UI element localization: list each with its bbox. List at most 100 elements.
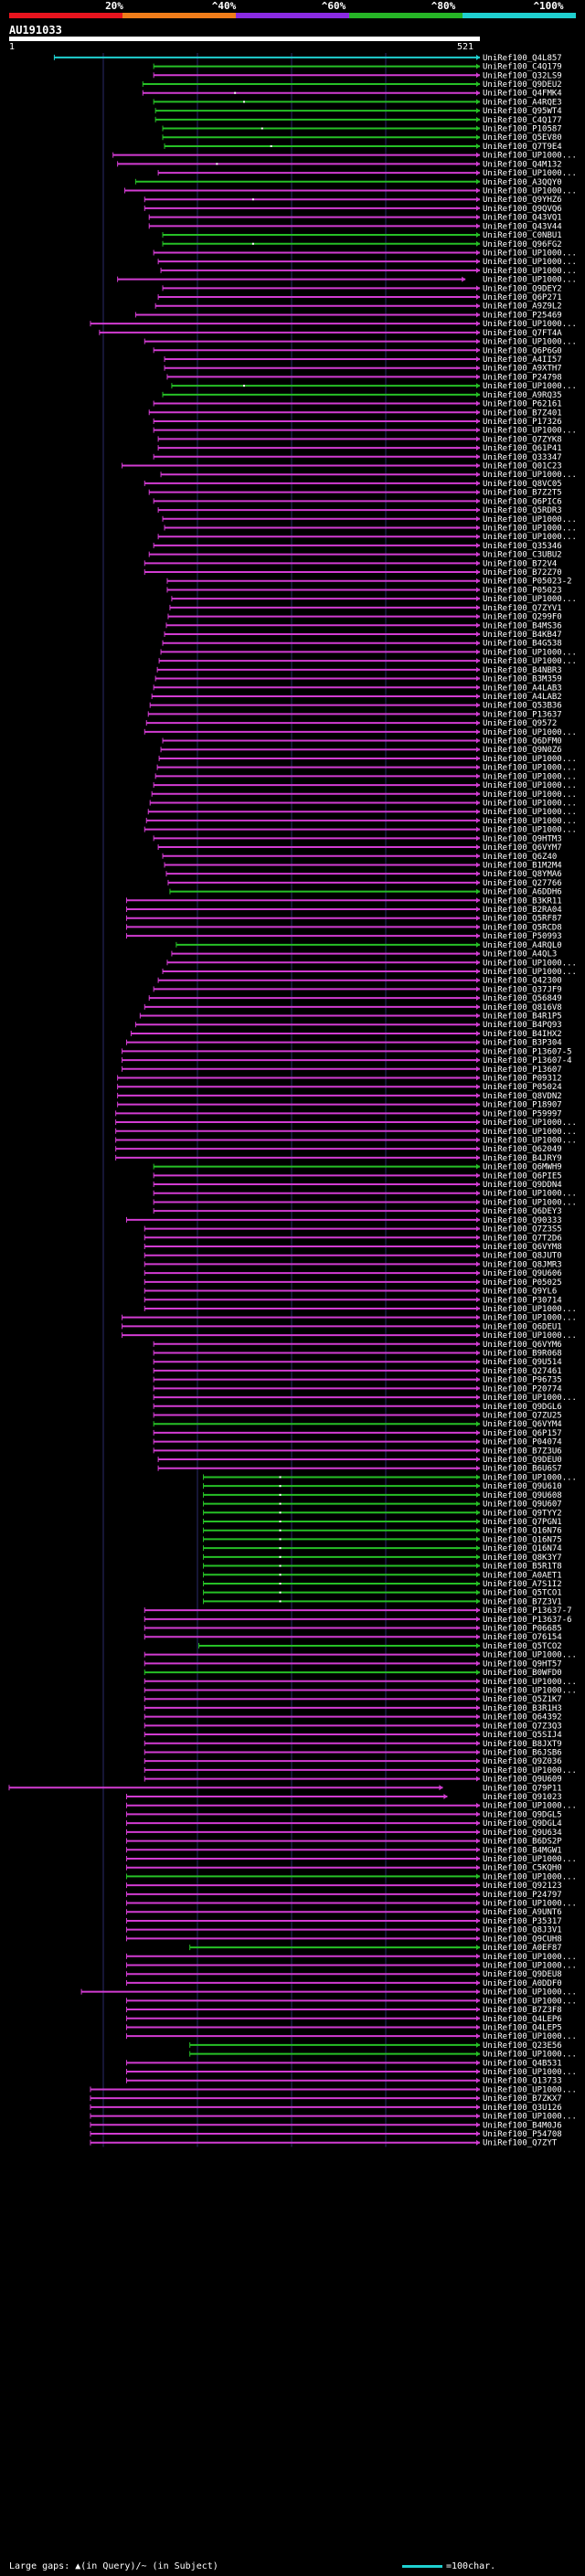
hit-row[interactable]: UniRef100_UP1000... xyxy=(144,338,577,347)
hit-label[interactable]: UniRef100_Q816V8 xyxy=(483,1003,562,1012)
hit-label[interactable]: UniRef100_Q6DEU1 xyxy=(483,1322,562,1331)
hit-label[interactable]: UniRef100_Q7PGN1 xyxy=(483,1518,562,1527)
hit-row[interactable]: UniRef100_C5KQH0 xyxy=(126,1864,562,1873)
hit-row[interactable]: UniRef100_B7Z3U6 xyxy=(153,1447,562,1456)
hit-label[interactable]: UniRef100_Q6DEY3 xyxy=(483,1207,562,1216)
hit-label[interactable]: UniRef100_P62161 xyxy=(483,400,562,409)
hit-row[interactable]: UniRef100_UP1000... xyxy=(158,755,577,764)
hit-label[interactable]: UniRef100_Q8VDN2 xyxy=(483,1092,562,1101)
hit-label[interactable]: UniRef100_A9RQ35 xyxy=(483,391,562,400)
hit-row[interactable]: UniRef100_Q9U634 xyxy=(126,1829,562,1838)
hit-label[interactable]: UniRef100_P13607 xyxy=(483,1065,562,1075)
hit-label[interactable]: UniRef100_Q9U609 xyxy=(483,1776,562,1785)
hit-label[interactable]: UniRef100_B3R1H3 xyxy=(483,1704,562,1713)
hit-label[interactable]: UniRef100_Q6PIE5 xyxy=(483,1171,562,1181)
hit-label[interactable]: UniRef100_P17326 xyxy=(483,418,562,427)
hit-label[interactable]: UniRef100_A4RQE3 xyxy=(483,98,562,107)
hit-label[interactable]: UniRef100_A4LAB3 xyxy=(483,684,562,693)
hit-row[interactable]: UniRef100_Q53B36 xyxy=(149,702,562,711)
hit-row[interactable]: UniRef100_UP1000... xyxy=(144,1766,577,1776)
hit-label[interactable]: UniRef100_B7Z3V1 xyxy=(483,1597,562,1606)
hit-label[interactable]: UniRef100_UP1000... xyxy=(483,1136,577,1145)
hit-row[interactable]: UniRef100_Q8VC05 xyxy=(144,480,562,489)
hit-row[interactable]: UniRef100_P10587 xyxy=(162,125,562,134)
hit-label[interactable]: UniRef100_Q9HT57 xyxy=(483,1659,562,1669)
hit-label[interactable]: UniRef100_C0NBU1 xyxy=(483,231,562,240)
hit-label[interactable]: UniRef100_A0EF87 xyxy=(483,1944,562,1953)
hit-label[interactable]: UniRef100_P96735 xyxy=(483,1376,562,1385)
hit-row[interactable]: UniRef100_Q6P271 xyxy=(157,293,562,302)
hit-label[interactable]: UniRef100_P18907 xyxy=(483,1101,562,1110)
hit-row[interactable]: UniRef100_B2RA04 xyxy=(126,906,562,915)
hit-label[interactable]: UniRef100_Q61P41 xyxy=(483,444,562,453)
hit-label[interactable]: UniRef100_Q7ZYV1 xyxy=(483,604,562,613)
hit-label[interactable]: UniRef100_Q42300 xyxy=(483,977,562,986)
hit-row[interactable]: UniRef100_P17326 xyxy=(153,418,562,427)
hit-row[interactable]: UniRef100_Q9DDN4 xyxy=(153,1181,562,1190)
hit-row[interactable]: UniRef100_UP1000... xyxy=(162,968,577,977)
hit-row[interactable]: UniRef100_P05023 xyxy=(166,586,562,595)
hit-row[interactable]: UniRef100_B4MS36 xyxy=(165,621,562,631)
hit-row[interactable]: UniRef100_Q9DEU8 xyxy=(126,1970,562,1979)
hit-row[interactable]: UniRef100_P30714 xyxy=(144,1296,562,1305)
hit-label[interactable]: UniRef100_UP1000... xyxy=(483,1394,577,1403)
hit-label[interactable]: UniRef100_Q32LS9 xyxy=(483,71,562,80)
hit-label[interactable]: UniRef100_Q91023 xyxy=(483,1793,562,1802)
hit-label[interactable]: UniRef100_P24798 xyxy=(483,373,562,382)
hit-label[interactable]: UniRef100_B4M0J6 xyxy=(483,2121,562,2130)
hit-row[interactable]: UniRef100_Q9U610 xyxy=(203,1482,562,1491)
hit-label[interactable]: UniRef100_Q13733 xyxy=(483,2077,562,2086)
hit-label[interactable]: UniRef100_Q5RCD8 xyxy=(483,923,562,932)
hit-row[interactable]: UniRef100_Q37JF9 xyxy=(153,985,562,994)
hit-row[interactable]: UniRef100_Q9DEU2 xyxy=(142,80,562,90)
hit-row[interactable]: UniRef100_Q16N76 xyxy=(203,1527,562,1536)
hit-row[interactable]: UniRef100_Q16N75 xyxy=(203,1535,562,1544)
hit-label[interactable]: UniRef100_B9R068 xyxy=(483,1350,562,1359)
hit-label[interactable]: UniRef100_A9UNT6 xyxy=(483,1908,562,1917)
hit-label[interactable]: UniRef100_B4R1P5 xyxy=(483,1012,562,1022)
hit-row[interactable]: UniRef100_UP1000... xyxy=(157,533,577,542)
hit-label[interactable]: UniRef100_A4RQL0 xyxy=(483,941,562,950)
hit-label[interactable]: UniRef100_P59997 xyxy=(483,1109,562,1118)
hit-row[interactable]: UniRef100_B4M0J6 xyxy=(90,2121,562,2130)
hit-label[interactable]: UniRef100_Q8YMA6 xyxy=(483,870,562,879)
hit-row[interactable]: UniRef100_B4IHX2 xyxy=(130,1030,562,1039)
hit-label[interactable]: UniRef100_UP1000... xyxy=(483,152,577,161)
hit-row[interactable]: UniRef100_UP1000... xyxy=(126,1872,577,1882)
hit-label[interactable]: UniRef100_UP1000... xyxy=(483,1314,577,1323)
hit-row[interactable]: UniRef100_Q299F0 xyxy=(167,613,562,622)
hit-row[interactable]: UniRef100_Q7ZU25 xyxy=(153,1411,562,1420)
hit-label[interactable]: UniRef100_UP1000... xyxy=(483,772,577,781)
hit-row[interactable]: UniRef100_Q32LS9 xyxy=(153,71,562,80)
hit-row[interactable]: UniRef100_Q9HTM3 xyxy=(153,834,562,843)
hit-row[interactable]: UniRef100_Q35346 xyxy=(153,542,562,551)
hit-label[interactable]: UniRef100_Q5RDR3 xyxy=(483,506,562,515)
hit-label[interactable]: UniRef100_Q4B531 xyxy=(483,2059,562,2068)
hit-label[interactable]: UniRef100_P13637-6 xyxy=(483,1616,572,1625)
hit-label[interactable]: UniRef100_Q33347 xyxy=(483,453,562,462)
hit-label[interactable]: UniRef100_UP1000... xyxy=(483,382,577,391)
hit-row[interactable]: UniRef100_UP1000... xyxy=(162,515,577,525)
hit-row[interactable]: UniRef100_Q6P6G0 xyxy=(153,346,562,355)
hit-row[interactable]: UniRef100_C0NBU1 xyxy=(162,231,562,240)
hit-row[interactable]: UniRef100_Q9N0Z6 xyxy=(160,746,562,755)
hit-label[interactable]: UniRef100_Q7T9E4 xyxy=(483,143,562,152)
hit-label[interactable]: UniRef100_UP1000... xyxy=(483,515,577,525)
hit-row[interactable]: UniRef100_UP1000... xyxy=(122,1331,577,1341)
hit-row[interactable]: UniRef100_B3R1H3 xyxy=(144,1704,562,1713)
hit-row[interactable]: UniRef100_UP1000... xyxy=(126,2032,577,2041)
hit-label[interactable]: UniRef100_B1M2M4 xyxy=(483,861,562,870)
hit-label[interactable]: UniRef100_UP1000... xyxy=(483,1651,577,1660)
hit-row[interactable]: UniRef100_Q4LEP6 xyxy=(126,2015,562,2024)
hit-row[interactable]: UniRef100_UP1000... xyxy=(126,1900,577,1909)
hit-label[interactable]: UniRef100_B4MGW1 xyxy=(483,1846,562,1855)
hit-label[interactable]: UniRef100_Q9DGL4 xyxy=(483,1819,562,1829)
hit-row[interactable]: UniRef100_Q42300 xyxy=(157,977,562,986)
hit-row[interactable]: UniRef100_UP1000... xyxy=(147,808,577,817)
hit-label[interactable]: UniRef100_P30714 xyxy=(483,1296,562,1305)
hit-label[interactable]: UniRef100_UP1000... xyxy=(483,2068,577,2077)
hit-label[interactable]: UniRef100_P05023-2 xyxy=(483,578,572,587)
hit-label[interactable]: UniRef100_Q90333 xyxy=(483,1216,562,1225)
hit-row[interactable]: UniRef100_UP1000... xyxy=(189,2051,577,2060)
hit-row[interactable]: UniRef100_B7Z3V1 xyxy=(203,1597,562,1606)
